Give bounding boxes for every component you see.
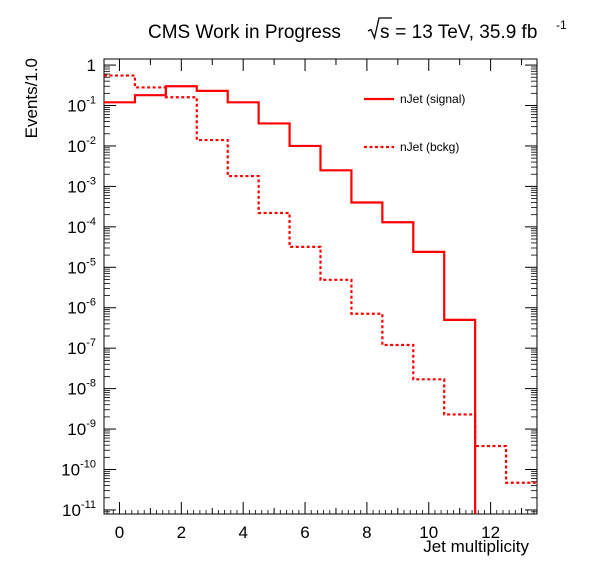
y-tick-base: 10 xyxy=(67,339,86,358)
y-tick-exponent: -8 xyxy=(86,378,96,390)
x-tick-label: 0 xyxy=(115,523,124,542)
y-tick-exponent: -3 xyxy=(86,175,96,187)
y-tick-label: 10-4 xyxy=(67,216,96,237)
title-energy: = 13 TeV, 35.9 fb xyxy=(390,22,537,43)
y-tick-label: 10-10 xyxy=(61,459,96,480)
y-tick-exponent: -7 xyxy=(86,337,96,349)
y-tick-label: 10-8 xyxy=(67,378,96,399)
y-tick-label: 10-11 xyxy=(62,499,96,520)
plot-frame xyxy=(104,59,537,514)
x-tick-label: 2 xyxy=(177,523,186,542)
series-bckg-line xyxy=(104,76,537,483)
y-tick-label: 10-2 xyxy=(67,135,96,156)
y-axis-ticks: 110-110-210-310-410-510-610-710-810-910-… xyxy=(61,56,537,520)
title-sqrt-s: s xyxy=(380,22,390,43)
y-tick-exponent: -6 xyxy=(86,297,96,309)
y-tick-base: 10 xyxy=(67,218,86,237)
x-tick-label: 4 xyxy=(238,523,247,542)
y-tick-label: 10-3 xyxy=(67,175,96,196)
y-tick-label: 10-7 xyxy=(67,337,96,358)
legend: nJet (signal) nJet (bckg) xyxy=(364,92,465,154)
series-layer xyxy=(104,76,537,534)
y-tick-base: 1 xyxy=(87,56,96,75)
legend-label-bckg: nJet (bckg) xyxy=(400,140,459,154)
y-tick-base: 10 xyxy=(62,501,81,520)
y-tick-exponent: -9 xyxy=(86,418,96,430)
y-tick-base: 10 xyxy=(67,97,86,116)
y-tick-label: 10-6 xyxy=(67,297,96,318)
y-tick-base: 10 xyxy=(67,380,86,399)
y-tick-base: 10 xyxy=(67,299,86,318)
y-axis-label: Events/1.0 xyxy=(22,58,41,138)
x-axis-label: Jet multiplicity xyxy=(423,537,529,556)
y-tick-exponent: -10 xyxy=(80,459,96,471)
y-tick-base: 10 xyxy=(67,137,86,156)
y-tick-label: 1 xyxy=(87,56,96,75)
y-tick-exponent: -4 xyxy=(86,216,96,228)
title-main: CMS Work in Progress xyxy=(148,22,341,43)
legend-label-signal: nJet (signal) xyxy=(400,92,465,106)
y-tick-exponent: -11 xyxy=(81,499,96,511)
y-tick-label: 10-9 xyxy=(67,418,96,439)
y-tick-base: 10 xyxy=(67,258,86,277)
x-tick-label: 8 xyxy=(362,523,371,542)
title-superscript: -1 xyxy=(556,18,567,32)
y-tick-exponent: -2 xyxy=(86,135,96,147)
series-signal-line xyxy=(104,86,537,534)
y-tick-label: 10-5 xyxy=(67,256,96,277)
y-tick-base: 10 xyxy=(67,420,86,439)
y-tick-base: 10 xyxy=(67,177,86,196)
y-tick-base: 10 xyxy=(61,461,80,480)
chart-title: CMS Work in Progress s = 13 TeV, 35.9 fb… xyxy=(148,18,567,43)
y-tick-label: 10-1 xyxy=(67,95,96,116)
y-tick-exponent: -5 xyxy=(86,256,96,268)
y-tick-exponent: -1 xyxy=(86,95,96,107)
x-tick-label: 6 xyxy=(300,523,309,542)
